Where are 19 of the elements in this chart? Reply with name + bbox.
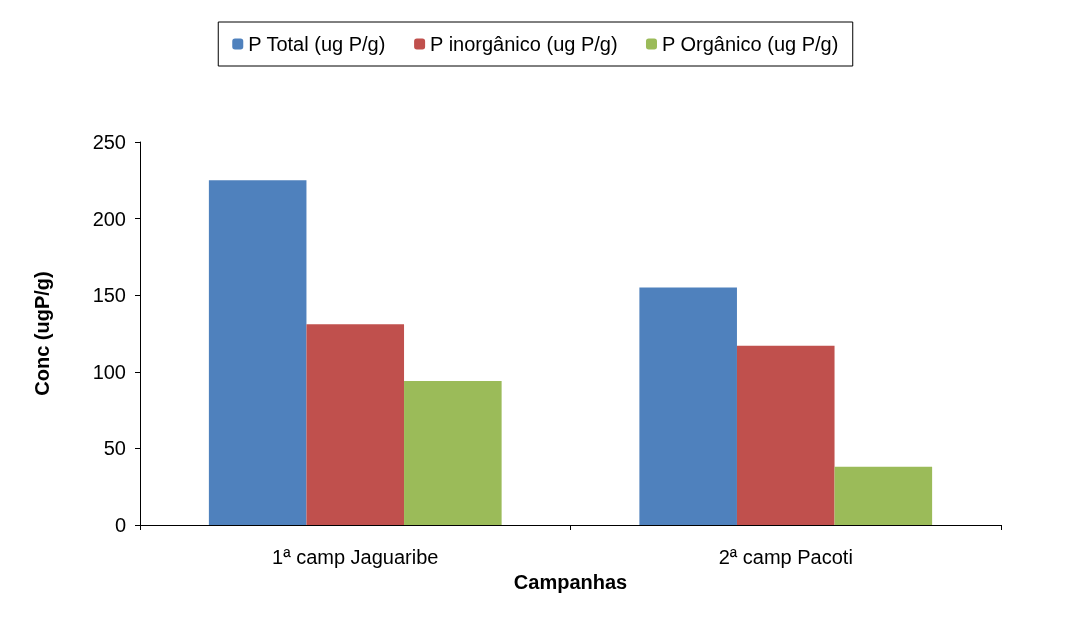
y-tick-label: 50 bbox=[103, 437, 126, 460]
x-tick-label: 1ª camp Jaguaribe bbox=[272, 546, 439, 568]
bar bbox=[834, 466, 933, 525]
bar bbox=[306, 324, 405, 525]
x-axis-title: Campanhas bbox=[513, 570, 628, 593]
bar bbox=[208, 180, 307, 525]
y-tick-label: 150 bbox=[92, 284, 126, 307]
bar bbox=[404, 380, 502, 525]
legend-label: P Total (ug P/g) bbox=[248, 33, 386, 55]
y-tick-label: 100 bbox=[92, 360, 126, 383]
y-tick-label: 250 bbox=[92, 131, 126, 153]
legend-label: P inorgânico (ug P/g) bbox=[430, 33, 618, 55]
y-tick-label: 0 bbox=[114, 514, 126, 536]
bar bbox=[736, 345, 835, 525]
x-tick-label: 2ª camp Pacoti bbox=[718, 546, 853, 568]
y-tick-label: 200 bbox=[92, 207, 126, 230]
bar bbox=[639, 287, 737, 525]
y-axis-title: Conc (ugP/g) bbox=[31, 271, 53, 396]
legend-label: P Orgânico (ug P/g) bbox=[661, 33, 839, 55]
